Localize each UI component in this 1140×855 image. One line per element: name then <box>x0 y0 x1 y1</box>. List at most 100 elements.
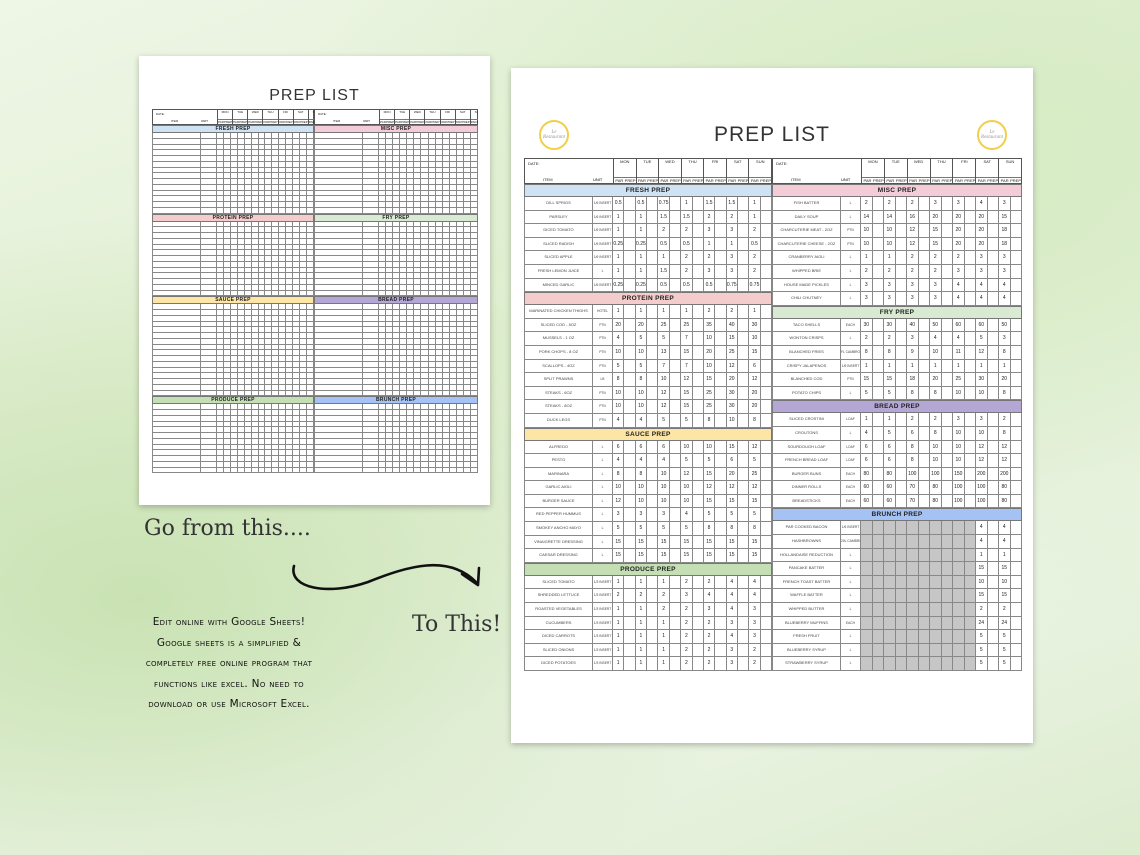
value-cell <box>457 338 464 344</box>
section-header: FRY PREP <box>314 213 478 222</box>
value-cell <box>272 256 280 261</box>
value-cell <box>307 404 313 409</box>
value-cell <box>252 350 259 355</box>
value-cell <box>443 427 450 432</box>
table-row <box>152 133 314 139</box>
value-cell <box>443 438 450 444</box>
value-cell <box>647 318 659 332</box>
value-cell <box>293 150 301 155</box>
value-cell <box>421 144 429 150</box>
value-cell: 5 <box>681 454 693 467</box>
value-cell <box>293 184 301 190</box>
value-cell <box>450 173 457 178</box>
value-cell <box>450 415 457 421</box>
value-cell <box>964 562 976 575</box>
value-cell <box>393 284 401 290</box>
value-cell <box>265 321 273 327</box>
value-cell <box>286 327 294 332</box>
value-cell <box>379 327 387 332</box>
unit-cell <box>363 156 379 161</box>
value-cell: 80 <box>999 481 1011 494</box>
value-cell <box>450 207 457 213</box>
value-cell <box>217 415 224 421</box>
prep-label: PREP <box>284 120 293 124</box>
value-cell <box>471 196 477 201</box>
value-cell: 5 <box>749 454 761 467</box>
value-cell <box>421 250 429 255</box>
value-cell: 10 <box>636 400 648 413</box>
value-cell: 2 <box>704 643 716 657</box>
value-cell <box>259 150 266 155</box>
value-cell <box>988 440 999 454</box>
day-header: THU PAR PREP <box>262 110 278 124</box>
value-cell <box>421 156 429 161</box>
value-cell <box>861 616 873 630</box>
value-cell <box>272 221 280 227</box>
value-cell: 3 <box>999 332 1011 345</box>
value-cell <box>293 390 301 396</box>
value-cell <box>400 284 408 290</box>
note-line: Edit online with Google Sheets! <box>152 616 306 628</box>
value-cell <box>738 549 750 562</box>
unit-cell: L <box>841 630 861 643</box>
value-cell <box>670 508 682 522</box>
value-cell <box>238 338 245 344</box>
value-cell <box>279 161 287 167</box>
item-cell <box>315 410 363 415</box>
value-cell <box>245 238 252 244</box>
item-cell: BURGER SAUCE <box>525 494 593 508</box>
value-cell <box>624 386 636 400</box>
value-cell: 1 <box>636 251 648 264</box>
unit-cell <box>363 133 379 138</box>
value-cell <box>407 133 415 138</box>
value-cell <box>393 338 401 344</box>
value-cell <box>443 244 450 250</box>
item-cell <box>315 138 363 144</box>
par-label: PAR <box>233 120 240 124</box>
value-cell <box>259 421 266 427</box>
value-cell <box>457 221 464 227</box>
value-cell <box>379 456 387 461</box>
value-cell <box>647 467 659 481</box>
value-cell <box>217 284 224 290</box>
value-cell <box>293 138 301 144</box>
value-cell <box>407 250 415 255</box>
value-cell <box>400 350 408 355</box>
item-column-header: ITEM <box>333 119 341 123</box>
value-cell <box>414 390 422 396</box>
value-cell <box>414 167 422 173</box>
value-cell <box>450 138 457 144</box>
unit-cell <box>363 410 379 415</box>
unit-cell <box>363 438 379 444</box>
value-cell <box>407 273 415 278</box>
value-cell <box>872 603 884 616</box>
value-cell <box>259 179 266 184</box>
table-row: SLICED CROSTINI LOAF 1 1 2 2 3 3 2 <box>772 413 1022 427</box>
unit-cell: L <box>841 197 861 210</box>
value-cell: 1 <box>884 251 896 264</box>
value-cell <box>693 616 704 630</box>
value-cell <box>307 368 313 373</box>
value-cell <box>286 179 294 184</box>
value-cell <box>379 390 387 396</box>
value-cell <box>670 535 682 549</box>
value-cell <box>231 250 238 255</box>
value-cell <box>231 196 238 201</box>
item-cell <box>153 221 201 227</box>
value-cell <box>861 521 873 535</box>
value-cell: 10 <box>884 224 896 237</box>
value-cell <box>450 438 457 444</box>
value-cell <box>393 356 401 361</box>
value-cell <box>471 245 477 250</box>
value-cell: 4 <box>636 413 648 427</box>
value-cell <box>429 173 436 178</box>
value-cell <box>965 332 976 345</box>
value-cell <box>259 156 266 161</box>
table-row: SLICED RADISH 1/6 INSERT 0.25 0.25 0.5 0.5 1 1 0… <box>524 237 772 252</box>
value-cell <box>379 207 387 213</box>
value-cell <box>307 333 313 338</box>
unit-cell <box>363 284 379 290</box>
value-cell <box>624 467 636 481</box>
value-cell <box>421 384 429 390</box>
